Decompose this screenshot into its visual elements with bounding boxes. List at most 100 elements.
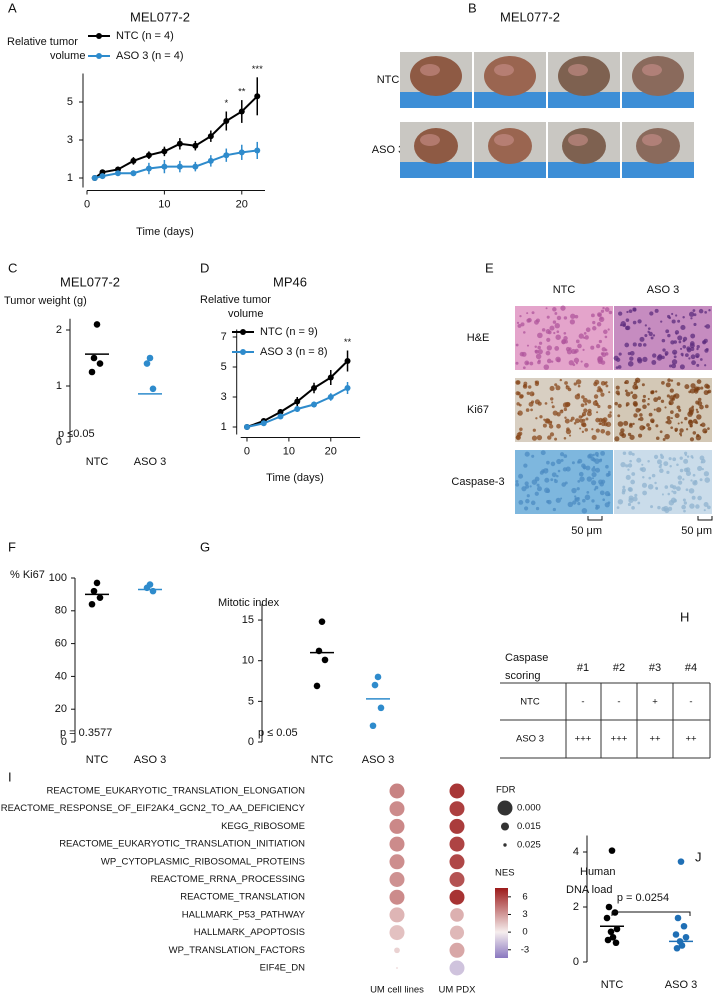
cell bbox=[683, 458, 689, 464]
cell bbox=[637, 418, 641, 421]
data-point bbox=[207, 157, 214, 164]
cell bbox=[660, 320, 663, 323]
cell bbox=[607, 470, 611, 474]
cell bbox=[624, 342, 630, 348]
cell bbox=[703, 509, 706, 512]
cell bbox=[625, 318, 630, 322]
cell bbox=[526, 494, 530, 498]
cell bbox=[705, 384, 711, 389]
data-point bbox=[678, 942, 686, 949]
cell bbox=[650, 505, 654, 509]
y-tick-label: 5 bbox=[248, 695, 254, 707]
data-point bbox=[603, 914, 611, 922]
cell bbox=[623, 420, 629, 426]
cell bbox=[552, 507, 557, 512]
y-tick-label: 15 bbox=[242, 614, 254, 626]
cell bbox=[651, 390, 655, 394]
cell bbox=[593, 465, 596, 468]
cell bbox=[546, 468, 549, 471]
cell bbox=[520, 322, 525, 327]
row-label: H&E bbox=[467, 332, 490, 344]
cell bbox=[679, 468, 684, 473]
cell bbox=[571, 461, 575, 465]
cell bbox=[596, 321, 602, 327]
y-tick-label: 2 bbox=[573, 901, 579, 913]
table-cell: - bbox=[581, 697, 584, 708]
cell bbox=[595, 428, 600, 433]
cell bbox=[671, 319, 676, 324]
data-point bbox=[145, 152, 152, 159]
legend-title: NES bbox=[495, 868, 515, 879]
tumor-highlight bbox=[568, 64, 588, 76]
cell bbox=[554, 346, 560, 351]
cell bbox=[518, 500, 524, 505]
row-label: ASO 3 bbox=[372, 144, 404, 156]
cell bbox=[559, 452, 565, 457]
cell bbox=[593, 394, 599, 399]
cell bbox=[697, 401, 703, 406]
cell bbox=[532, 428, 536, 432]
cell bbox=[523, 331, 526, 334]
cell bbox=[631, 472, 636, 476]
cell bbox=[677, 480, 683, 485]
cell bbox=[679, 456, 683, 460]
cell bbox=[564, 401, 571, 408]
photo-ruler bbox=[622, 162, 694, 178]
cell bbox=[677, 475, 683, 480]
cell bbox=[655, 486, 659, 490]
cell bbox=[642, 356, 648, 362]
panel-label: A bbox=[8, 0, 17, 15]
cell bbox=[635, 379, 638, 383]
p-value: p ≤0.05 bbox=[58, 428, 95, 440]
cell bbox=[518, 431, 523, 436]
tumor bbox=[636, 128, 680, 164]
y-tick-label: 0 bbox=[248, 736, 254, 748]
cell bbox=[647, 460, 650, 463]
cell bbox=[663, 461, 669, 467]
y-tick-label: 1 bbox=[221, 421, 227, 433]
data-point bbox=[389, 854, 405, 870]
cell bbox=[661, 493, 664, 496]
tumor-highlight bbox=[494, 64, 514, 76]
cell bbox=[673, 394, 676, 398]
cell bbox=[686, 455, 690, 458]
data-point bbox=[294, 406, 301, 412]
cell bbox=[544, 477, 550, 483]
cell bbox=[559, 409, 564, 414]
tumor-highlight bbox=[420, 134, 440, 146]
size-legend-dot bbox=[497, 800, 513, 816]
data-point bbox=[609, 933, 617, 941]
cell bbox=[664, 485, 669, 489]
y-tick-label: 100 bbox=[49, 572, 67, 584]
cell bbox=[517, 323, 522, 328]
cell bbox=[670, 426, 674, 430]
cell bbox=[591, 428, 594, 431]
cell bbox=[545, 489, 551, 494]
cell bbox=[526, 312, 529, 315]
x-tick-label: 0 bbox=[244, 445, 250, 457]
cell bbox=[699, 478, 703, 482]
size-legend-dot bbox=[500, 822, 510, 831]
cell bbox=[598, 339, 603, 344]
data-point bbox=[674, 914, 682, 922]
cell bbox=[684, 353, 689, 357]
cell bbox=[656, 355, 663, 361]
cell bbox=[524, 360, 530, 366]
cell bbox=[600, 428, 606, 434]
x-axis-label: Time (days) bbox=[136, 226, 194, 238]
row-label: Caspase-3 bbox=[451, 476, 504, 488]
cell bbox=[516, 321, 520, 325]
cell bbox=[637, 501, 641, 505]
cell bbox=[564, 416, 567, 419]
cell bbox=[587, 399, 592, 404]
data-point bbox=[277, 409, 284, 415]
cell bbox=[550, 461, 556, 467]
cell bbox=[528, 385, 532, 389]
scale-bar bbox=[697, 516, 713, 521]
cell bbox=[674, 427, 679, 432]
cell bbox=[517, 412, 520, 415]
panel-label: C bbox=[8, 260, 17, 275]
data-point bbox=[207, 133, 214, 140]
x-tick-label: NTC bbox=[86, 754, 109, 766]
tumor-highlight bbox=[642, 134, 662, 146]
